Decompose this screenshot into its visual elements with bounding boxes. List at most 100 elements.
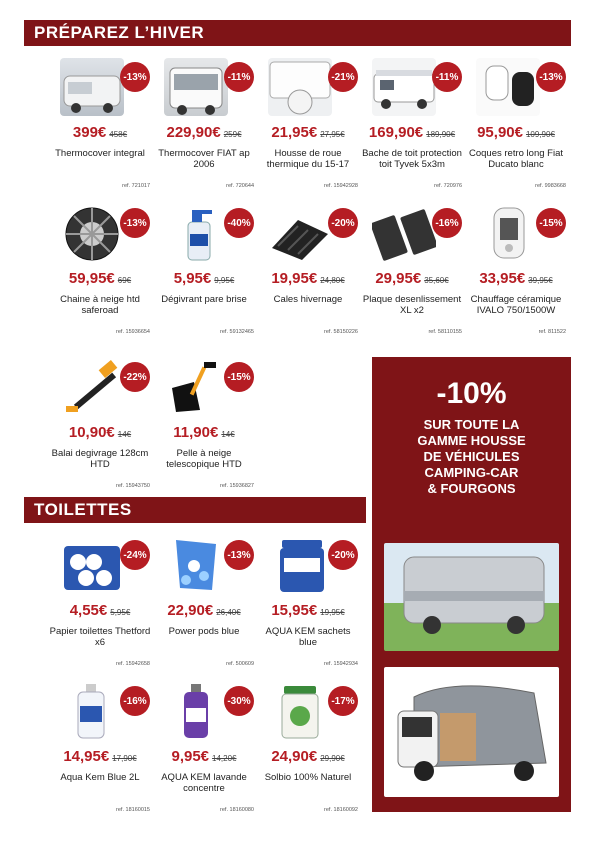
product-ref: ref. 15936827 [220,483,254,489]
product-card[interactable]: -40% 5,95€ 9,95€ Dégivrant pare brise ref… [152,204,256,340]
covered-motorhome-photo [384,543,559,651]
product-ref: ref. 720644 [226,183,254,189]
product-card[interactable]: -16% 14,95€ 17,90€ Aqua Kem Blue 2L ref. … [48,682,152,818]
promo-description: SUR TOUTE LA GAMME HOUSSE DE VÉHICULES C… [372,417,571,497]
snow-brush-icon [60,358,124,416]
product-card[interactable]: -17% 24,90€ 29,90€ Solbio 100% Naturel re… [256,682,360,818]
heater-icon [476,204,540,262]
snow-shovel-icon [164,358,228,416]
product-name: Balai degivrage 128cm HTD [51,448,149,470]
product-name: Solbio 100% Naturel [264,772,352,783]
product-ref: ref. 721017 [122,183,150,189]
product-name: Thermocover FIAT ap 2006 [158,148,250,170]
roof-cover-icon [372,58,436,116]
old-price: 259€ [223,130,242,139]
product-name: Cales hivernage [273,294,343,305]
price: 21,95€ [271,124,318,141]
product-ref: ref. 58150226 [324,329,358,335]
promo-percent: -10% [436,377,507,410]
old-price: 24,80€ [320,276,345,285]
discount-badge: -30% [224,686,254,716]
product-card[interactable]: -11% 169,90€ 189,90€ Bache de toit protec… [360,58,464,194]
product-card[interactable]: -13% 22,90€ 26,40€ Power pods blue ref. 5… [152,536,256,672]
discount-badge: -13% [120,62,150,92]
product-card[interactable]: -13% 399€ 458€ Thermocover integral ref. … [48,58,152,194]
discount-badge: -40% [224,208,254,238]
old-price: 26,40€ [216,608,241,617]
product-ref: ref. 15943750 [116,483,150,489]
price: 9,95€ [171,748,210,765]
section-title: TOILETTES [34,500,132,519]
product-ref: ref. 720976 [434,183,462,189]
product-ref: ref. 15942934 [324,661,358,667]
product-name: Coques retro long Fiat Ducato blanc [469,148,563,170]
product-name: AQUA KEM lavande concentre [161,772,247,794]
product-ref: ref. 9983668 [535,183,566,189]
mirror-shell-icon [476,58,540,116]
old-price: 189,90€ [426,130,456,139]
product-name: Power pods blue [168,626,240,637]
tub-icon [268,536,332,594]
section-banner-winter: PRÉPAREZ L’HIVER [24,20,571,46]
product-card[interactable]: -15% 11,90€ 14€ Pelle à neige telescopiqu… [152,358,256,494]
product-card[interactable]: -11% 229,90€ 259€ Thermocover FIAT ap 200… [152,58,256,194]
product-card[interactable]: -24% 4,55€ 5,95€ Papier toilettes Thetfor… [48,536,152,672]
product-card[interactable]: -20% 15,95€ 19,95€ AQUA KEM sachets blue … [256,536,360,672]
promo-panel[interactable]: -10% SUR TOUTE LA GAMME HOUSSE DE VÉHICU… [372,357,571,812]
product-card[interactable]: -22% 10,90€ 14€ Balai degivrage 128cm HTD… [48,358,152,494]
product-name: Dégivrant pare brise [161,294,247,305]
product-name: Pelle à neige telescopique HTD [166,448,242,470]
section-banner-toilets: TOILETTES [24,497,366,523]
product-card[interactable]: -13% 59,95€ 69€ Chaine à neige htd safero… [48,204,152,340]
discount-badge: -21% [328,62,358,92]
product-ref: ref. 15942658 [116,661,150,667]
price: 24,90€ [271,748,318,765]
product-ref: ref. 58110155 [428,329,462,335]
product-ref: ref. 811522 [538,329,566,335]
discount-badge: -16% [432,208,462,238]
product-ref: ref. 18160080 [220,807,254,813]
pods-bag-icon [164,536,228,594]
product-ref: ref. 15942928 [324,183,358,189]
price: 33,95€ [479,270,526,287]
product-name: Thermocover integral [55,148,145,159]
old-price: 109,90€ [525,130,555,139]
spray-bottle-icon [164,204,228,262]
bottle-icon [60,682,124,740]
discount-badge: -20% [328,208,358,238]
product-card[interactable]: -16% 29,95€ 35,60€ Plaque desenlissement … [360,204,464,340]
old-price: 17,90€ [112,754,137,763]
old-price: 14€ [117,430,132,439]
discount-badge: -22% [120,362,150,392]
section-title: PRÉPAREZ L’HIVER [34,23,205,42]
promo-line: & FOURGONS [427,481,516,496]
old-price: 14,20€ [212,754,237,763]
price: 22,90€ [167,602,214,619]
price: 399€ [72,124,107,141]
discount-badge: -20% [328,540,358,570]
covered-van-photo [384,667,559,797]
price: 59,95€ [68,270,115,287]
product-card[interactable]: -30% 9,95€ 14,20€ AQUA KEM lavande concen… [152,682,256,818]
product-name: Bache de toit protection toit Tyvek 5x3m [362,148,462,170]
old-price: 35,60€ [424,276,449,285]
product-name: Papier toilettes Thetford x6 [49,626,151,648]
price: 5,95€ [173,270,212,287]
product-name: AQUA KEM sachets blue [265,626,351,648]
product-card[interactable]: -15% 33,95€ 39,95€ Chauffage céramique IV… [464,204,568,340]
product-card[interactable]: -13% 95,90€ 109,90€ Coques retro long Fia… [464,58,568,194]
product-ref: ref. 18160015 [116,807,150,813]
discount-badge: -15% [536,208,566,238]
product-name: Plaque desenlissement XL x2 [362,294,462,316]
promo-line: DE VÉHICULES [423,449,520,464]
snow-chain-icon [60,204,124,262]
product-name: Chaine à neige htd saferoad [60,294,140,316]
old-price: 69€ [117,276,132,285]
old-price: 19,95€ [320,608,345,617]
product-card[interactable]: -21% 21,95€ 27,95€ Housse de roue thermiq… [256,58,360,194]
product-card[interactable]: -20% 19,95€ 24,80€ Cales hivernage ref. 5… [256,204,360,340]
price: 229,90€ [166,124,221,141]
leveling-block-icon [268,204,332,262]
product-name: Aqua Kem Blue 2L [60,772,140,783]
discount-badge: -24% [120,540,150,570]
